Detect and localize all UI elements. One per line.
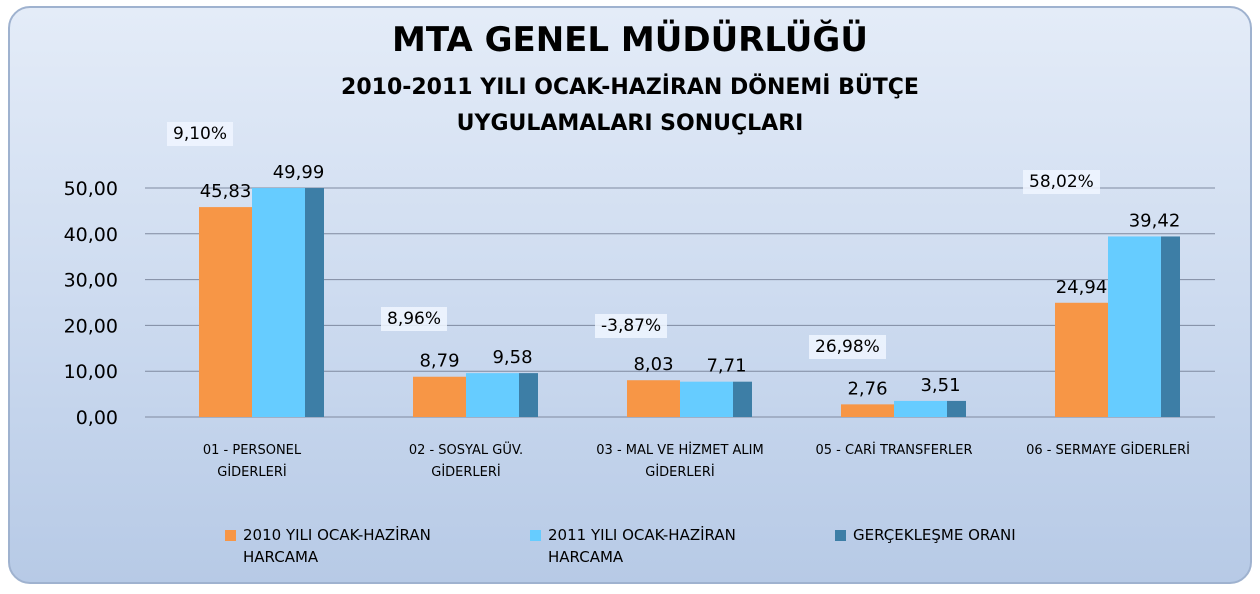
x-tick-label: 01 - PERSONEL GİDERLERİ [202, 443, 302, 480]
legend-label: 2010 YILI OCAK-HAZİRAN HARCAMA [243, 526, 431, 566]
bar-side [733, 381, 752, 417]
y-tick-label: 20,00 [64, 315, 118, 337]
bar-side [1161, 236, 1180, 417]
x-tick-label: 03 - MAL VE HİZMET ALIM GİDERLERİ [596, 443, 764, 480]
bar [466, 373, 519, 417]
value-label: 8,79 [419, 351, 459, 372]
bar-side [947, 400, 966, 417]
bar [680, 381, 733, 417]
legend-swatch [835, 530, 846, 541]
ratio-label: 58,02% [1023, 170, 1100, 195]
legend-label: GERÇEKLEŞME ORANI [853, 526, 1016, 544]
bar [894, 400, 947, 417]
ratio-label: 9,10% [167, 122, 234, 147]
bar [199, 207, 252, 417]
value-label: 49,99 [273, 162, 325, 183]
ratio-label: 8,96% [381, 307, 448, 332]
bar [252, 188, 305, 417]
y-tick-label: 50,00 [64, 178, 118, 200]
x-tick-label: 06 - SERMAYE GİDERLERİ [1026, 443, 1190, 458]
bar [841, 404, 894, 417]
y-tick-label: 30,00 [64, 270, 118, 292]
value-label: 8,03 [633, 354, 673, 375]
chart-title: MTA GENEL MÜDÜRLÜĞÜ [392, 20, 868, 60]
ratio-label: -3,87% [595, 314, 668, 339]
bar [1108, 236, 1161, 417]
legend-swatch [225, 530, 236, 541]
chart-subtitle: 2010-2011 YILI OCAK-HAZİRAN DÖNEMİ BÜTÇE… [341, 75, 919, 136]
x-tick-label: 02 - SOSYAL GÜV. GİDERLERİ [408, 443, 524, 480]
y-tick-label: 10,00 [64, 361, 118, 383]
value-label: 39,42 [1129, 210, 1181, 231]
x-tick-label: 05 - CARİ TRANSFERLER [815, 443, 973, 458]
value-label: 7,71 [706, 356, 746, 377]
bar [413, 376, 466, 417]
legend-swatch [530, 530, 541, 541]
bar-side [305, 188, 324, 417]
legend-label: 2011 YILI OCAK-HAZİRAN HARCAMA [548, 526, 736, 566]
value-label: 2,76 [847, 378, 887, 399]
value-label: 3,51 [920, 375, 960, 396]
y-tick-label: 40,00 [64, 224, 118, 246]
bar [627, 380, 680, 417]
y-tick-label: 0,00 [76, 407, 118, 429]
value-label: 45,83 [200, 181, 252, 202]
ratio-label: 26,98% [809, 334, 886, 359]
bar [1055, 302, 1108, 417]
value-label: 24,94 [1056, 277, 1108, 298]
value-label: 9,58 [492, 347, 532, 368]
bar-side [519, 373, 538, 417]
